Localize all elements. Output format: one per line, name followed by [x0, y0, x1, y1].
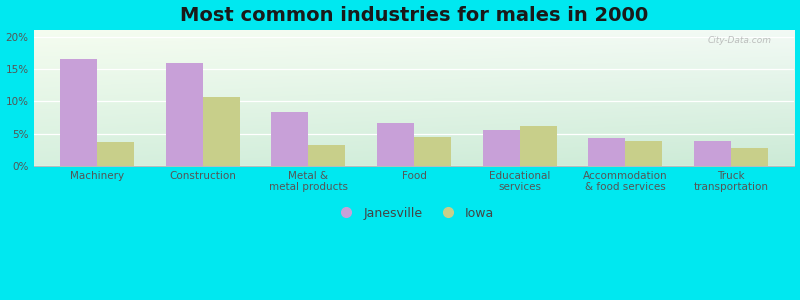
Bar — [414, 137, 451, 166]
Legend: Janesville, Iowa: Janesville, Iowa — [329, 202, 499, 225]
Bar — [520, 126, 557, 166]
Title: Most common industries for males in 2000: Most common industries for males in 2000 — [180, 6, 648, 25]
Bar — [308, 145, 346, 166]
Bar — [166, 62, 202, 166]
Bar — [588, 138, 626, 166]
Text: City-Data.com: City-Data.com — [708, 36, 772, 45]
Bar — [377, 123, 414, 166]
Bar — [202, 97, 240, 166]
Bar — [271, 112, 308, 166]
Bar — [482, 130, 520, 166]
Bar — [626, 141, 662, 166]
Bar — [731, 148, 768, 166]
Bar — [694, 141, 731, 166]
Bar — [97, 142, 134, 166]
Bar — [60, 59, 97, 166]
